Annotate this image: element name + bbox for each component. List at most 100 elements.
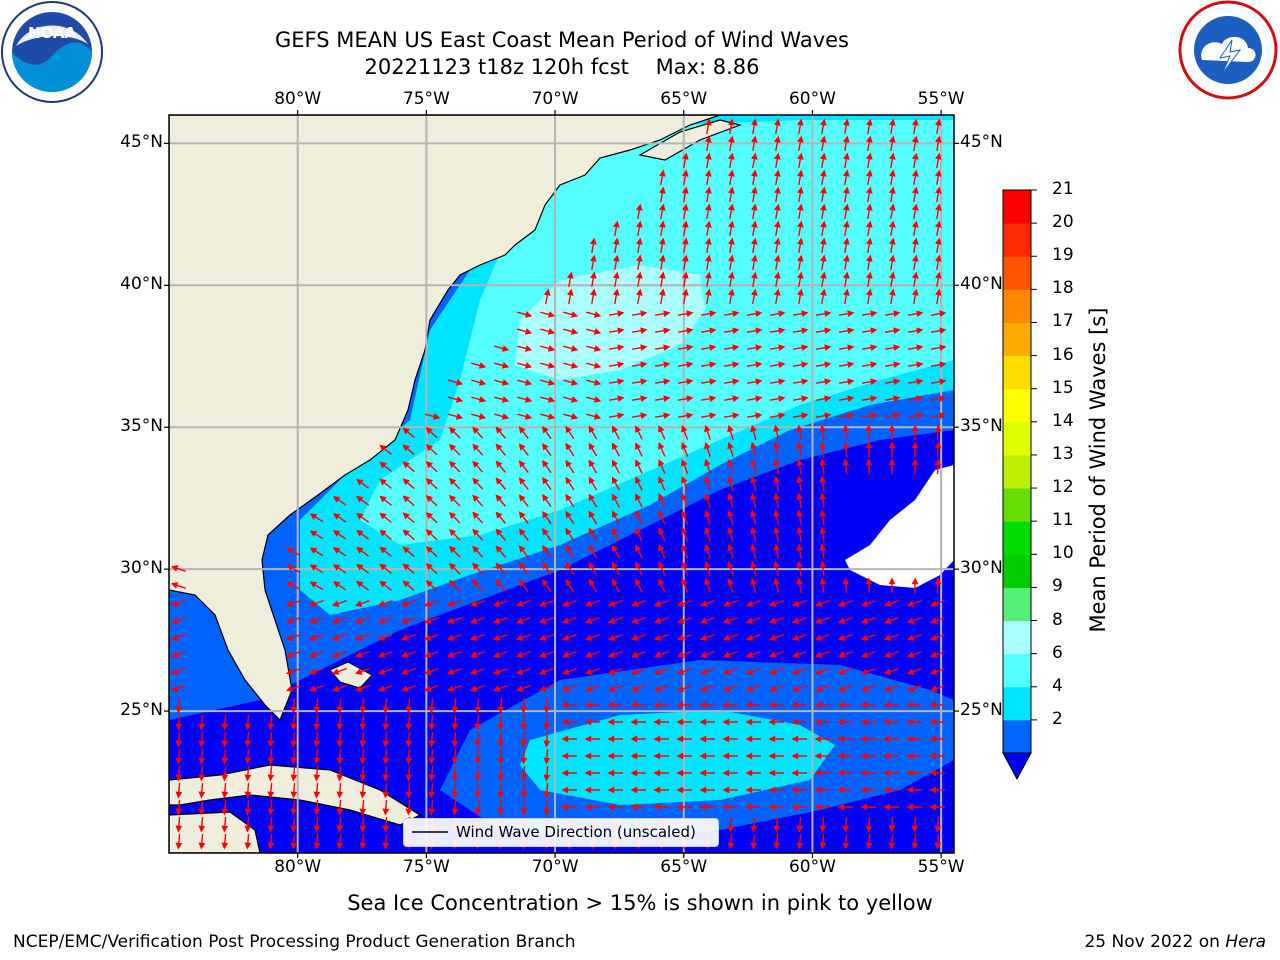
direction-arrow [911, 186, 919, 203]
direction-arrow [911, 816, 919, 833]
direction-arrow [449, 579, 461, 592]
direction-arrow [428, 748, 436, 765]
direction-arrow [267, 782, 275, 799]
direction-arrow [635, 220, 643, 237]
direction-arrow [676, 650, 692, 658]
colorbar-bin-13-14 [1003, 454, 1031, 489]
lon-label-top: 75°W [402, 89, 450, 109]
direction-arrow [745, 667, 761, 675]
direction-arrow [290, 816, 298, 833]
direction-arrow [768, 599, 784, 607]
direction-arrow [792, 361, 809, 369]
direction-arrow [542, 579, 552, 593]
direction-arrow [423, 684, 439, 692]
direction-arrow [586, 396, 602, 403]
direction-arrow [309, 581, 324, 591]
direction-arrow [745, 701, 761, 709]
legend-line-icon [412, 831, 448, 833]
direction-arrow [382, 748, 390, 765]
direction-arrow [658, 203, 666, 220]
direction-arrow [290, 765, 298, 782]
direction-arrow [911, 577, 919, 594]
direction-arrow [773, 833, 781, 850]
direction-arrow [837, 803, 853, 811]
direction-arrow [860, 616, 876, 624]
direction-arrow [382, 782, 390, 799]
direction-arrow [699, 769, 715, 777]
direction-arrow [814, 701, 830, 709]
direction-arrow [469, 684, 485, 692]
direction-arrow [589, 271, 597, 288]
direction-arrow [699, 667, 715, 675]
direction-arrow [428, 782, 436, 799]
direction-arrow [654, 344, 671, 352]
direction-arrow [631, 378, 648, 386]
direction-arrow [842, 237, 850, 254]
colorbar-tick-label: 21 [1052, 179, 1074, 199]
direction-arrow [471, 362, 487, 369]
direction-arrow [750, 526, 757, 542]
direction-arrow [681, 527, 689, 542]
direction-arrow [425, 512, 438, 524]
direction-arrow [883, 599, 899, 607]
direction-arrow [700, 310, 717, 318]
direction-arrow [700, 378, 717, 386]
direction-arrow [769, 344, 786, 352]
direction-arrow [791, 786, 807, 794]
direction-arrow [584, 650, 600, 658]
direction-arrow [842, 458, 850, 475]
direction-arrow [520, 731, 528, 748]
direction-arrow [331, 650, 347, 658]
direction-arrow [911, 833, 919, 850]
direction-arrow [819, 543, 827, 560]
direction-arrow [654, 327, 671, 335]
direction-arrow [221, 833, 229, 850]
direction-arrow [631, 412, 648, 420]
direction-arrow [837, 667, 853, 675]
direction-arrow [607, 599, 623, 607]
direction-arrow [888, 169, 896, 186]
direction-arrow [308, 599, 324, 607]
direction-arrow [517, 311, 533, 318]
direction-arrow [170, 684, 186, 692]
direction-arrow [565, 442, 575, 457]
direction-arrow [497, 782, 505, 799]
direction-arrow [884, 327, 901, 335]
direction-arrow [515, 616, 531, 624]
direction-arrow [865, 152, 873, 169]
direction-arrow [520, 748, 528, 765]
direction-arrow [584, 684, 600, 692]
direction-arrow [677, 412, 694, 420]
direction-arrow [791, 667, 807, 675]
direction-arrow [773, 271, 781, 288]
direction-arrow [750, 254, 758, 271]
direction-arrow [472, 443, 484, 456]
direction-arrow [865, 220, 873, 237]
direction-arrow [359, 816, 367, 833]
direction-arrow [561, 599, 577, 607]
direction-arrow [768, 701, 784, 709]
direction-arrow [911, 135, 919, 152]
direction-arrow [175, 782, 183, 799]
direction-arrow [681, 186, 689, 203]
direction-arrow [586, 311, 602, 318]
direction-arrow [611, 459, 620, 474]
chart-subtitle: 20221123 t18z 120h fcst Max: 8.86 [364, 55, 760, 79]
direction-arrow [750, 458, 757, 474]
direction-arrow [382, 697, 390, 714]
direction-arrow [517, 345, 533, 352]
lon-label-top: 80°W [274, 89, 322, 109]
direction-arrow [221, 748, 229, 765]
direction-arrow [221, 714, 229, 731]
footer-date: 25 Nov 2022 on Hera [1084, 932, 1266, 952]
lon-label-top: 60°W [788, 89, 836, 109]
colorbar-tick-label: 20 [1052, 212, 1074, 233]
direction-arrow [331, 667, 347, 675]
direction-arrow [865, 135, 873, 152]
direction-arrow [837, 599, 853, 607]
direction-arrow [929, 650, 945, 658]
direction-arrow [543, 799, 551, 816]
colorbar-tick-label: 13 [1052, 443, 1074, 464]
land-nova-scotia [638, 119, 743, 161]
direction-arrow [635, 544, 643, 559]
